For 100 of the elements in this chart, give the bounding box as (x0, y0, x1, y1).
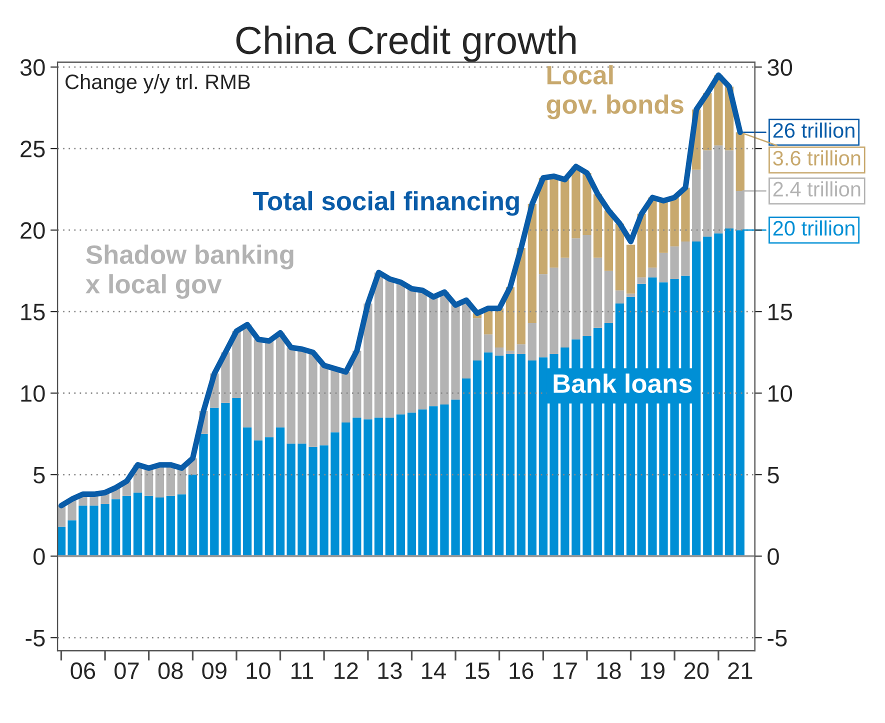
bar (330, 432, 340, 556)
annotation: Change y/y trl. RMB (66, 74, 250, 94)
x-tick-label: 10 (246, 662, 270, 680)
bar (724, 150, 734, 228)
bar (429, 296, 438, 406)
bar (528, 323, 536, 361)
bar (308, 446, 318, 556)
bar (560, 180, 570, 258)
bar (572, 166, 580, 238)
bar (472, 318, 482, 361)
bar (494, 356, 504, 556)
series-label: Total social financing (253, 191, 519, 216)
bar (418, 409, 427, 556)
bar (593, 258, 602, 328)
x-tick-label: 06 (70, 662, 96, 680)
bar (484, 334, 493, 352)
bar (670, 197, 679, 246)
x-tick-label: 18 (597, 662, 621, 680)
x-tick-label: 08 (158, 662, 183, 680)
bar (484, 352, 493, 556)
x-tick-label: 16 (510, 662, 534, 680)
bar (264, 437, 274, 556)
y-tick-label: 5 (34, 466, 45, 484)
x-tick-label: 13 (378, 662, 402, 680)
bar (298, 444, 306, 556)
x-tick-label: 17 (554, 662, 577, 679)
bar (538, 178, 548, 274)
bar (494, 347, 504, 356)
bar (177, 494, 186, 556)
bar (429, 406, 438, 556)
bar (451, 400, 460, 556)
bar (472, 360, 482, 556)
bar (714, 145, 723, 234)
bar (659, 252, 668, 282)
y-tick-label: 25 (20, 140, 45, 158)
y2-tick-label: 15 (768, 304, 792, 320)
bar (626, 294, 636, 297)
bar (528, 360, 536, 556)
bar (68, 520, 76, 556)
bar (385, 418, 394, 556)
bar (232, 331, 241, 398)
chart-title: China Credit growth (236, 26, 576, 62)
bar (254, 339, 263, 440)
bar (308, 352, 318, 447)
x-tick-label: 20 (684, 662, 709, 680)
bar (221, 402, 230, 556)
data-label: 20 trillion (773, 220, 854, 236)
bar (133, 492, 142, 556)
bar (462, 378, 471, 556)
bar (396, 282, 406, 414)
bar (681, 242, 690, 276)
bar (320, 445, 328, 556)
bar (144, 496, 154, 556)
y2-tick-label: 5 (768, 466, 779, 484)
bar (440, 404, 449, 556)
bar (648, 197, 657, 268)
y-tick-label: 20 (20, 222, 45, 239)
series-label: Local gov. bonds (546, 65, 684, 120)
bar (385, 279, 394, 418)
bar (440, 292, 449, 405)
bar (112, 499, 120, 556)
bar (604, 270, 614, 324)
bar (516, 354, 526, 556)
data-label: 3.6 trillion (773, 150, 860, 166)
bar (550, 268, 558, 354)
y-tick-label: 30 (20, 59, 45, 76)
bar (714, 233, 723, 556)
bar (330, 368, 340, 432)
y2-tick-label: 30 (768, 59, 792, 76)
bar (242, 324, 252, 428)
bar (648, 268, 657, 278)
bar (374, 272, 384, 418)
bar (538, 274, 548, 358)
bar (254, 440, 263, 556)
bar (451, 305, 460, 400)
bar (286, 444, 296, 556)
x-tick-label: 07 (114, 662, 139, 680)
bar (692, 170, 701, 242)
x-tick-label: 11 (292, 662, 314, 679)
bar (615, 224, 624, 290)
bar (494, 308, 504, 348)
bar (407, 412, 416, 556)
x-tick-label: 14 (422, 662, 446, 679)
bar (670, 246, 679, 279)
y-tick-label: 10 (21, 385, 45, 402)
bar (100, 504, 110, 556)
bar (396, 414, 406, 556)
bar (242, 427, 252, 556)
bar (506, 350, 515, 354)
bar (78, 506, 88, 556)
bar (264, 340, 274, 438)
bar (210, 408, 219, 556)
bar (342, 422, 350, 556)
y2-tick-label: 10 (768, 385, 792, 402)
data-label: 2.4 trillion (773, 181, 860, 197)
bar (604, 210, 614, 271)
bar (276, 427, 285, 556)
x-tick-label: 15 (466, 662, 490, 680)
bar (560, 258, 570, 348)
bar (374, 418, 384, 556)
